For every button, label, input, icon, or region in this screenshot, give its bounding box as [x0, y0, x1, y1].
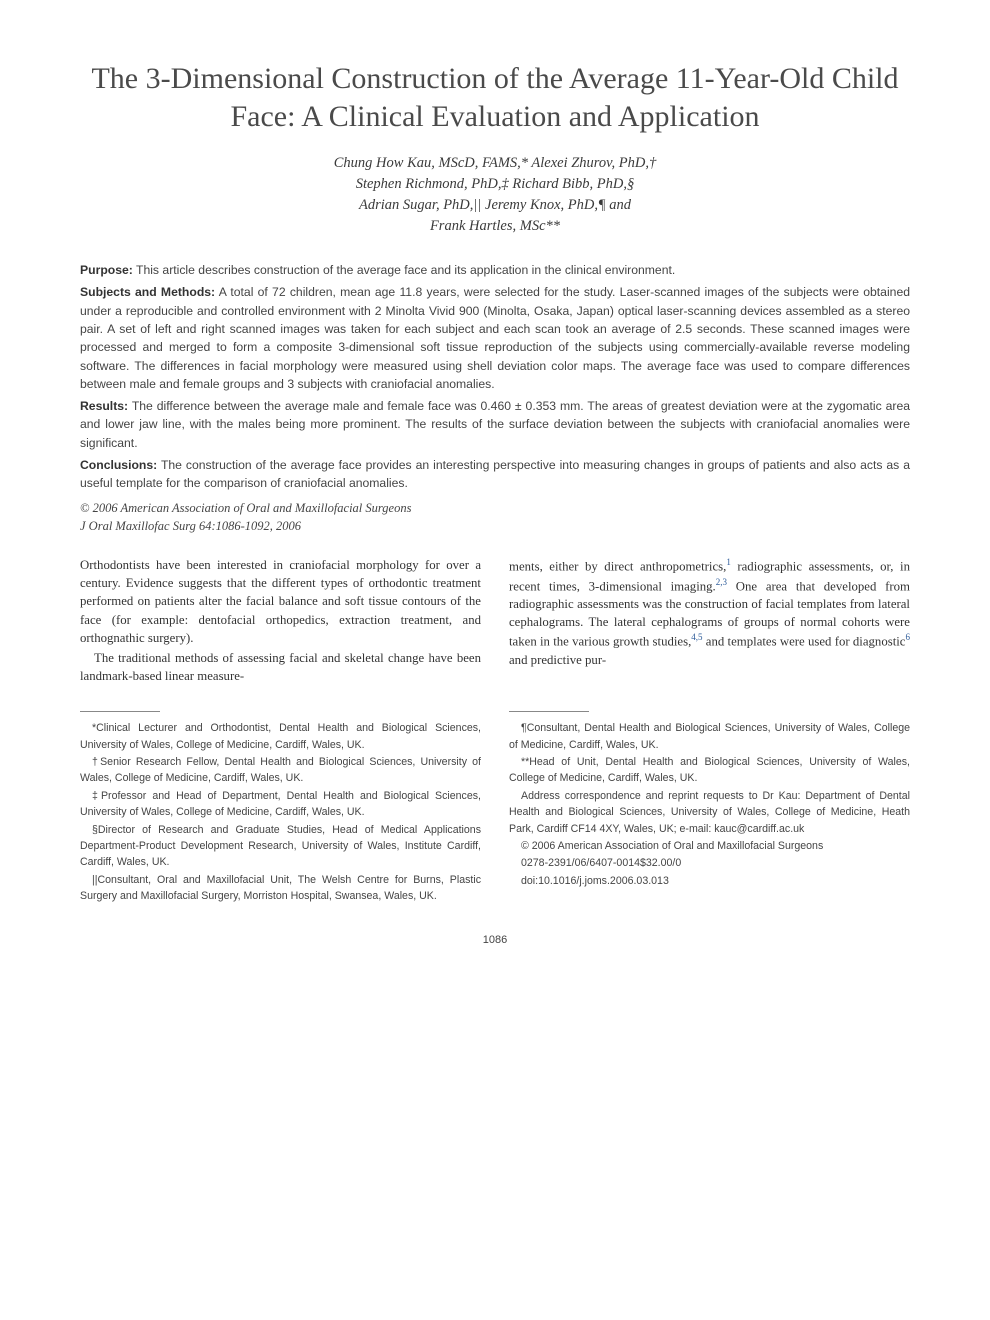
body-paragraph: ments, either by direct anthropometrics,…: [509, 556, 910, 669]
abstract-text: A total of 72 children, mean age 11.8 ye…: [80, 285, 910, 390]
body-column-left: Orthodontists have been interested in cr…: [80, 556, 481, 687]
body-column-right: ments, either by direct anthropometrics,…: [509, 556, 910, 687]
abstract-purpose: Purpose: This article describes construc…: [80, 261, 910, 279]
footnote-line: *Clinical Lecturer and Orthodontist, Den…: [80, 720, 481, 753]
abstract-label: Conclusions:: [80, 458, 157, 472]
body-paragraph: Orthodontists have been interested in cr…: [80, 556, 481, 647]
reference-link[interactable]: 4,5: [691, 632, 702, 642]
abstract-conclusions: Conclusions: The construction of the ave…: [80, 456, 910, 493]
body-text: ments, either by direct anthropometrics,: [509, 559, 726, 573]
abstract-block: Purpose: This article describes construc…: [80, 261, 910, 536]
footnote-line: §Director of Research and Graduate Studi…: [80, 822, 481, 871]
footnote-line: doi:10.1016/j.joms.2006.03.013: [509, 873, 910, 889]
abstract-text: The difference between the average male …: [80, 399, 910, 450]
footnote-divider: [509, 711, 589, 712]
abstract-label: Purpose:: [80, 263, 133, 277]
reference-link[interactable]: 6: [906, 632, 911, 642]
footnote-column-right: ¶Consultant, Dental Health and Biologica…: [509, 701, 910, 905]
journal-citation: J Oral Maxillofac Surg 64:1086-1092, 200…: [80, 517, 910, 536]
copyright-line: © 2006 American Association of Oral and …: [80, 499, 910, 518]
footnote-line: ‡Professor and Head of Department, Denta…: [80, 788, 481, 821]
author-block: Chung How Kau, MScD, FAMS,* Alexei Zhuro…: [80, 153, 910, 237]
page-number: 1086: [80, 934, 910, 946]
footnote-line: †Senior Research Fellow, Dental Health a…: [80, 754, 481, 787]
footnote-line: **Head of Unit, Dental Health and Biolog…: [509, 754, 910, 787]
footnote-line: 0278-2391/06/6407-0014$32.00/0: [509, 855, 910, 871]
author-line: Frank Hartles, MSc**: [80, 216, 910, 237]
body-text-columns: Orthodontists have been interested in cr…: [80, 556, 910, 687]
body-paragraph: The traditional methods of assessing fac…: [80, 649, 481, 685]
author-line: Chung How Kau, MScD, FAMS,* Alexei Zhuro…: [80, 153, 910, 174]
abstract-results: Results: The difference between the aver…: [80, 397, 910, 452]
abstract-label: Results:: [80, 399, 128, 413]
footnote-line: ¶Consultant, Dental Health and Biologica…: [509, 720, 910, 753]
footnote-columns: *Clinical Lecturer and Orthodontist, Den…: [80, 701, 910, 905]
footnote-divider: [80, 711, 160, 712]
author-line: Stephen Richmond, PhD,‡ Richard Bibb, Ph…: [80, 174, 910, 195]
footnote-line: Address correspondence and reprint reque…: [509, 788, 910, 837]
body-text: and templates were used for diagnostic: [703, 635, 906, 649]
abstract-label: Subjects and Methods:: [80, 285, 215, 299]
abstract-subjects: Subjects and Methods: A total of 72 chil…: [80, 283, 910, 393]
footnote-line: ||Consultant, Oral and Maxillofacial Uni…: [80, 872, 481, 905]
author-line: Adrian Sugar, PhD,|| Jeremy Knox, PhD,¶ …: [80, 195, 910, 216]
abstract-text: The construction of the average face pro…: [80, 458, 910, 490]
article-title: The 3-Dimensional Construction of the Av…: [80, 60, 910, 135]
footnote-column-left: *Clinical Lecturer and Orthodontist, Den…: [80, 701, 481, 905]
footnote-line: © 2006 American Association of Oral and …: [509, 838, 910, 854]
body-text: and predictive pur-: [509, 653, 606, 667]
reference-link[interactable]: 2,3: [716, 577, 727, 587]
abstract-text: This article describes construction of t…: [136, 263, 675, 277]
